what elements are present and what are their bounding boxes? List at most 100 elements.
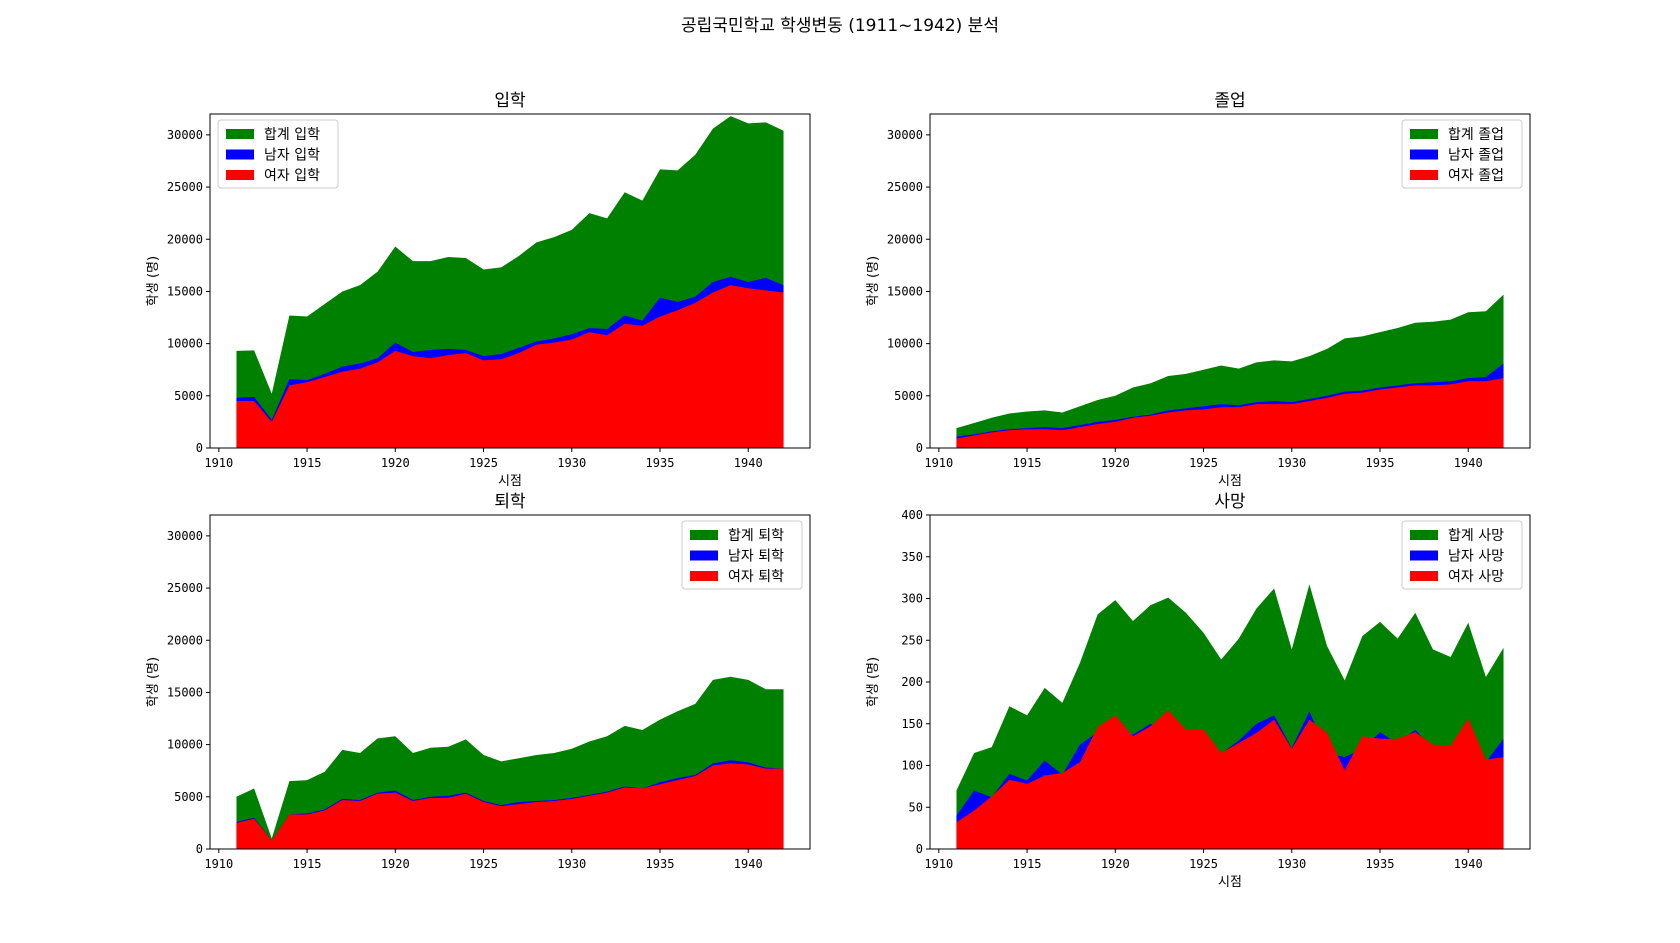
x-tick-label: 1920 <box>381 857 410 871</box>
y-tick-label: 25000 <box>167 581 203 595</box>
x-tick-label: 1940 <box>734 456 763 470</box>
x-tick-label: 1910 <box>924 857 953 871</box>
subplot-3: 1910 1915 1920 1925 1930 1935 1940 0 50 100 150 200… <box>866 492 1531 890</box>
y-tick-label: 10000 <box>167 337 203 351</box>
x-tick-label: 1915 <box>1013 456 1042 470</box>
legend-swatch <box>1410 149 1438 160</box>
y-tick-label: 25000 <box>167 180 203 194</box>
y-tick-label: 0 <box>916 441 923 455</box>
x-tick-label: 1925 <box>1189 456 1218 470</box>
subplot-1: 1910 1915 1920 1925 1930 1935 1940 0 5000 10000 15… <box>866 91 1531 489</box>
y-tick-label: 100 <box>901 759 923 773</box>
x-tick-label: 1915 <box>1013 857 1042 871</box>
legend-label: 합계 입학 <box>264 127 320 143</box>
x-tick-label: 1930 <box>1277 456 1306 470</box>
y-tick-label: 15000 <box>167 685 203 699</box>
legend-swatch <box>690 550 718 561</box>
area-series-2 <box>236 763 784 849</box>
legend-swatch <box>690 571 718 581</box>
x-tick-label: 1910 <box>204 456 233 470</box>
y-axis-label: 학생 (명) <box>146 657 161 707</box>
y-tick-label: 250 <box>901 633 923 647</box>
legend-label: 남자 퇴학 <box>728 549 784 565</box>
x-tick-label: 1915 <box>293 857 322 871</box>
legend-label: 여자 퇴학 <box>728 569 784 585</box>
y-tick-label: 20000 <box>887 232 923 246</box>
x-axis-label: 시점 <box>1218 875 1242 890</box>
y-tick-label: 5000 <box>174 389 203 403</box>
x-tick-label: 1935 <box>646 456 675 470</box>
x-tick-label: 1940 <box>1454 857 1483 871</box>
y-tick-label: 50 <box>909 800 923 814</box>
x-tick-label: 1935 <box>1366 857 1395 871</box>
y-tick-label: 300 <box>901 592 923 606</box>
y-tick-label: 30000 <box>167 128 203 142</box>
x-tick-label: 1910 <box>204 857 233 871</box>
legend-label: 여자 입학 <box>264 168 320 184</box>
subplot-0: 1910 1915 1920 1925 1930 1935 1940 0 5000 10000 15… <box>146 91 811 489</box>
y-tick-label: 15000 <box>167 284 203 298</box>
x-tick-label: 1935 <box>646 857 675 871</box>
y-tick-label: 5000 <box>174 790 203 804</box>
y-tick-label: 10000 <box>887 337 923 351</box>
x-tick-label: 1925 <box>469 857 498 871</box>
y-tick-label: 0 <box>196 842 203 856</box>
axes-frame <box>209 514 811 850</box>
x-tick-label: 1920 <box>1101 857 1130 871</box>
legend-swatch <box>226 149 254 160</box>
x-tick-label: 1940 <box>1454 456 1483 470</box>
subplots: 1910 1915 1920 1925 1930 1935 1940050001000015… <box>146 91 1531 890</box>
legend-swatch <box>1410 550 1438 561</box>
area-series-2 <box>956 710 1504 849</box>
y-tick-label: 400 <box>901 508 923 522</box>
legend-label: 합계 사망 <box>1448 528 1504 544</box>
y-tick-label: 30000 <box>167 529 203 543</box>
subplot-title: 입학 <box>494 91 526 111</box>
y-tick-label: 10000 <box>167 738 203 752</box>
legend-swatch <box>690 530 718 540</box>
subplot-title: 졸업 <box>1214 91 1245 111</box>
x-tick-label: 1920 <box>381 456 410 470</box>
x-axis-label: 시점 <box>498 474 522 489</box>
subplot-2: 1910 1915 1920 1925 1930 1935 1940 0 5000 10000 15… <box>146 492 811 871</box>
legend-swatch <box>1410 129 1438 139</box>
y-tick-label: 20000 <box>167 232 203 246</box>
y-tick-label: 25000 <box>887 180 923 194</box>
x-tick-label: 1910 <box>924 456 953 470</box>
legend-label: 남자 입학 <box>264 148 320 164</box>
legend-label: 여자 사망 <box>1448 569 1504 585</box>
legend-label: 합계 퇴학 <box>728 528 784 544</box>
legend-swatch <box>226 129 254 139</box>
y-tick-label: 0 <box>916 842 923 856</box>
legend-label: 합계 졸업 <box>1448 127 1504 143</box>
legend-label: 여자 졸업 <box>1448 168 1504 184</box>
y-tick-label: 5000 <box>894 389 923 403</box>
x-tick-label: 1935 <box>1366 456 1395 470</box>
area-series-2 <box>236 285 784 448</box>
x-tick-label: 1930 <box>557 456 586 470</box>
axes-frame <box>929 113 1531 449</box>
x-tick-label: 1930 <box>1277 857 1306 871</box>
subplot-title: 퇴학 <box>494 492 526 512</box>
subplot-title: 사망 <box>1214 492 1246 512</box>
x-tick-label: 1940 <box>734 857 763 871</box>
y-tick-label: 350 <box>901 550 923 564</box>
y-tick-label: 0 <box>196 441 203 455</box>
legend-swatch <box>226 170 254 180</box>
x-axis-label: 시점 <box>1218 474 1242 489</box>
area-series-2 <box>956 378 1504 448</box>
y-tick-label: 200 <box>901 675 923 689</box>
y-axis-label: 학생 (명) <box>146 256 161 306</box>
x-tick-label: 1925 <box>469 456 498 470</box>
x-tick-label: 1925 <box>1189 857 1218 871</box>
legend-swatch <box>1410 571 1438 581</box>
axes-frame <box>209 113 811 449</box>
x-tick-label: 1930 <box>557 857 586 871</box>
x-tick-label: 1915 <box>293 456 322 470</box>
y-tick-label: 20000 <box>167 633 203 647</box>
